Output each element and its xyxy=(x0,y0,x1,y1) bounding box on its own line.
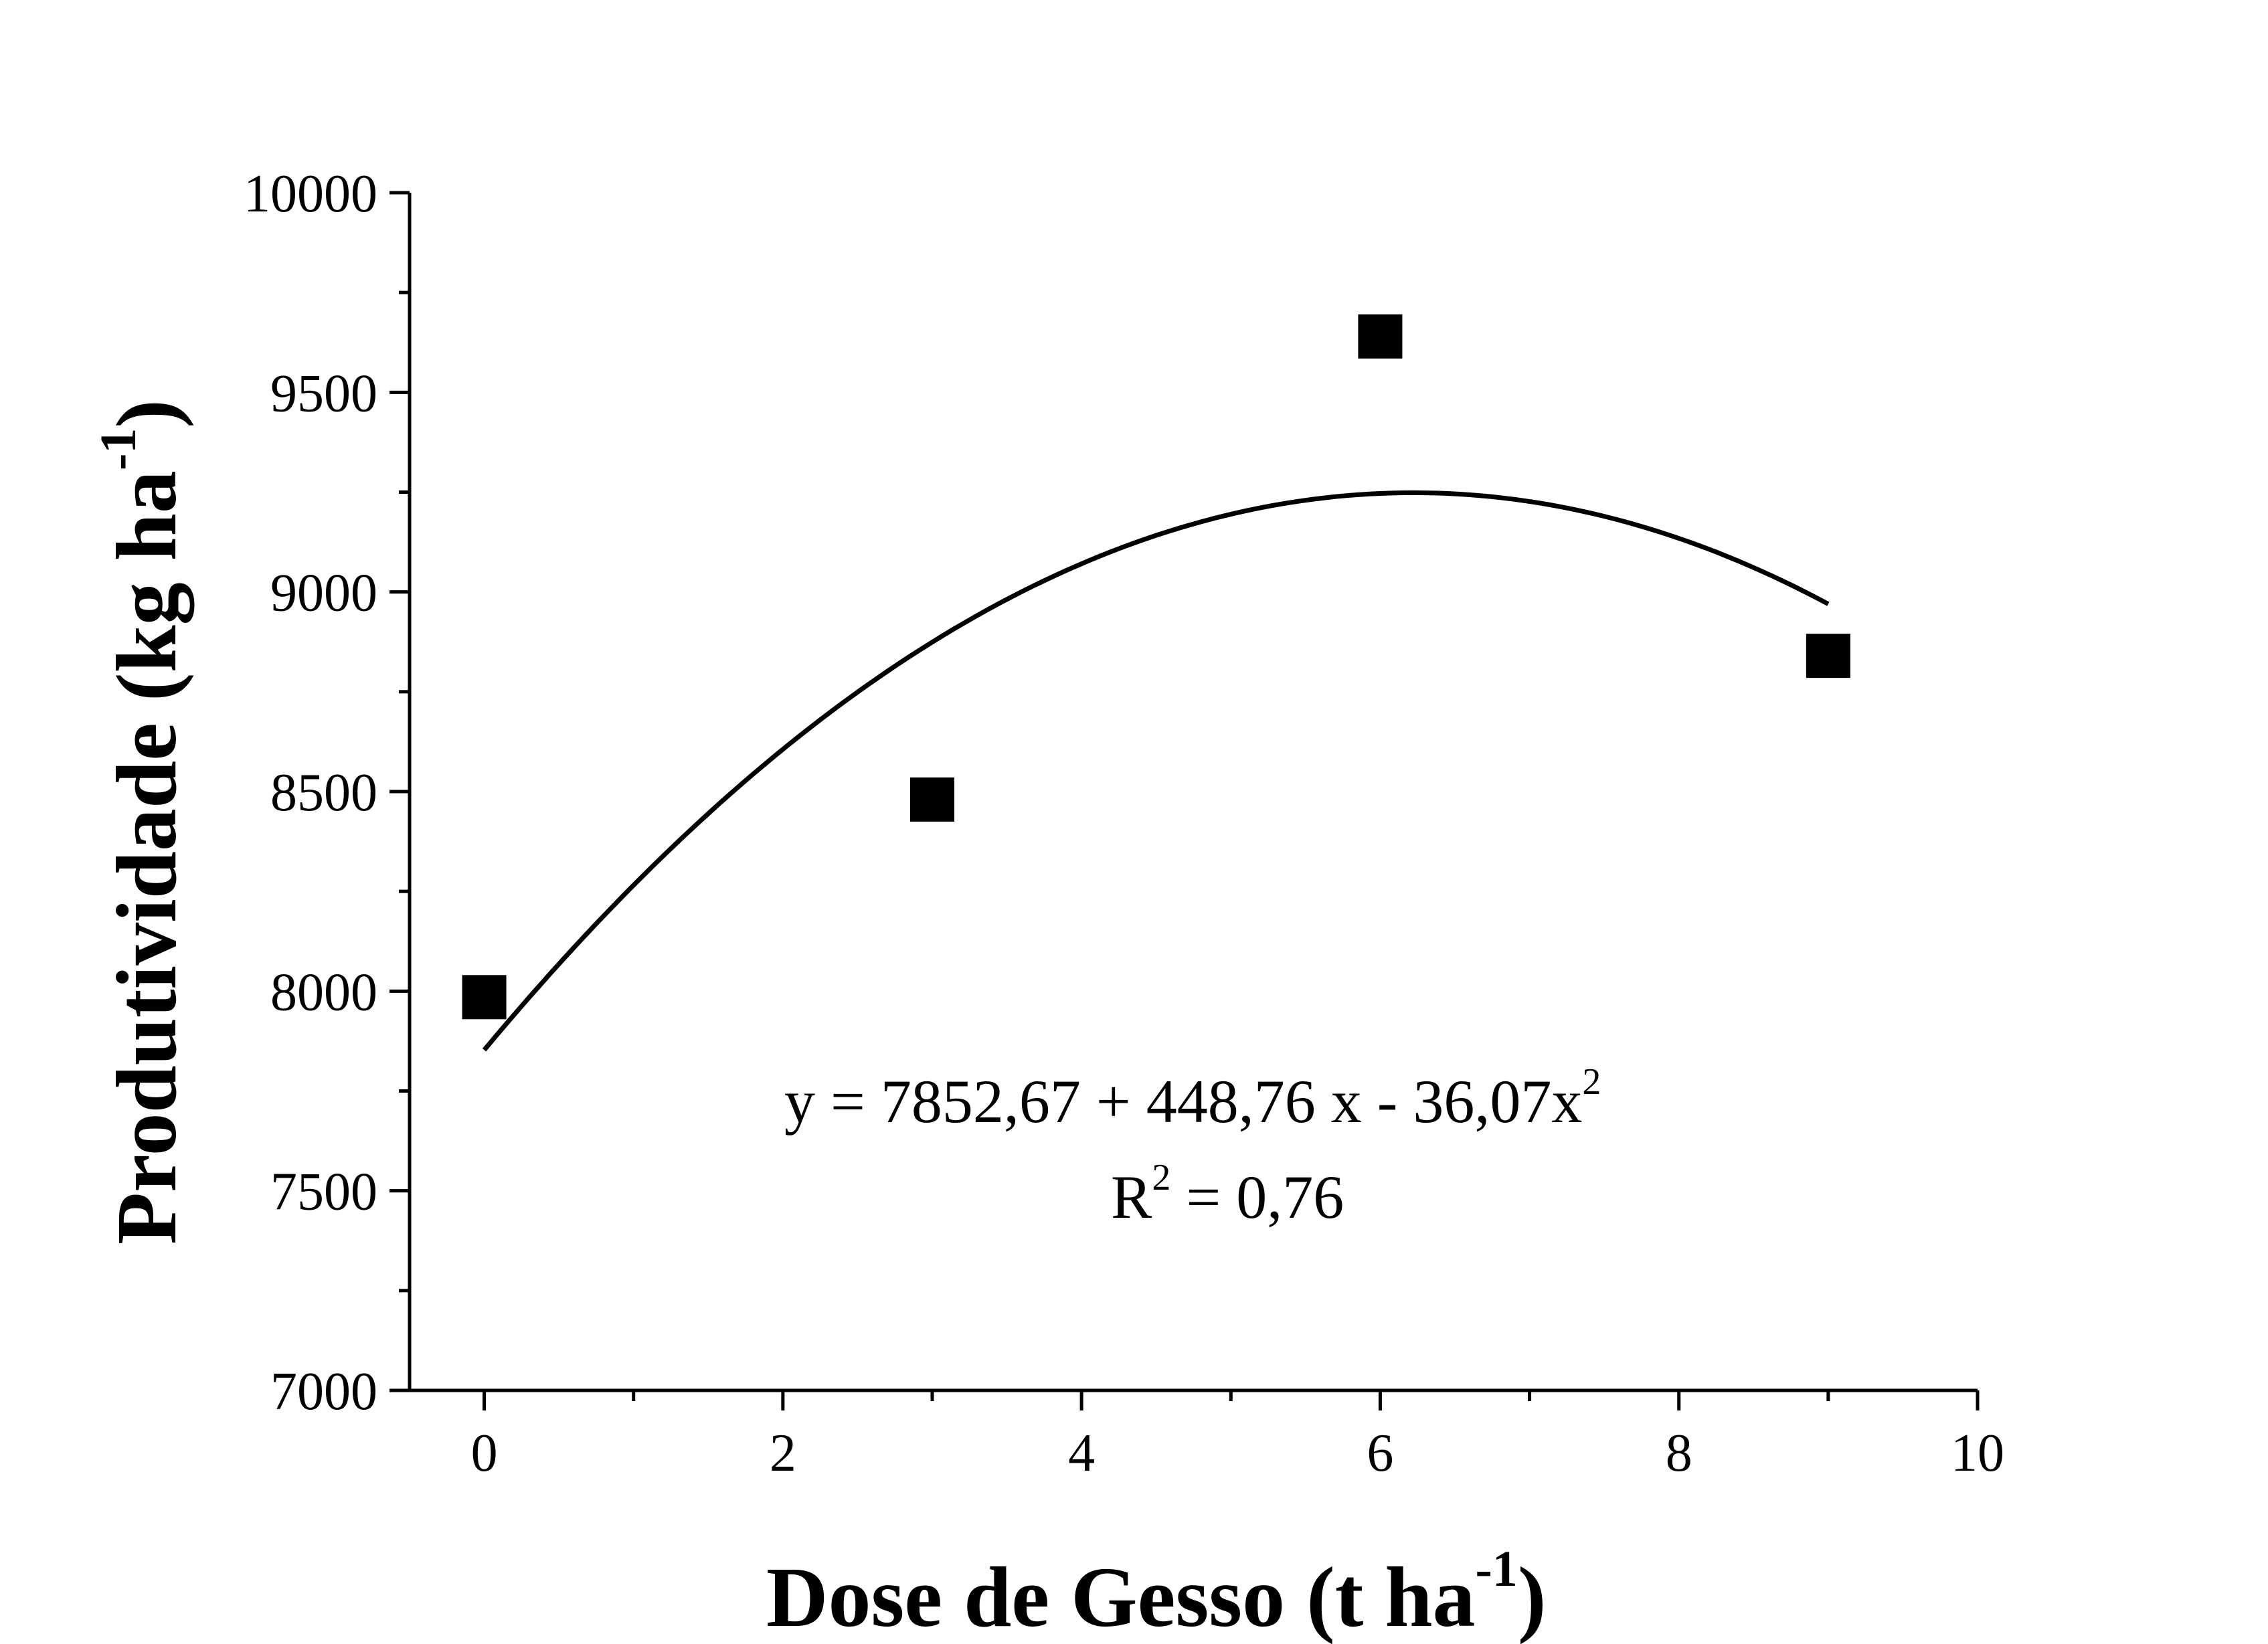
y-tick-label: 8500 xyxy=(270,763,377,822)
data-point xyxy=(1358,314,1403,359)
r2-annotation: R2 = 0,76 xyxy=(1111,1157,1344,1231)
x-axis-title-superscript: -1 xyxy=(1476,1541,1518,1597)
x-tick-label: 10 xyxy=(1951,1424,2004,1483)
equation-superscript: 2 xyxy=(1582,1061,1601,1103)
data-points xyxy=(462,314,1850,1020)
x-axis-title: Dose de Gesso (t ha-1) xyxy=(766,1541,1546,1644)
x-axis-title-close: ) xyxy=(1518,1550,1547,1644)
fit-curve xyxy=(482,490,1830,1052)
x-tick-label: 8 xyxy=(1666,1424,1692,1483)
y-axis-title: Produtividade (kg ha-1) xyxy=(90,399,194,1245)
y-tick-label: 7500 xyxy=(270,1163,377,1222)
equation-text: y = 7852,67 + 448,76 x - 36,07x xyxy=(784,1067,1582,1135)
y-tick-label: 9000 xyxy=(270,564,377,623)
x-tick-label: 2 xyxy=(770,1424,796,1483)
y-tick-label: 7000 xyxy=(270,1362,377,1421)
y-axis-title-superscript: -1 xyxy=(90,428,147,470)
x-tick-label: 6 xyxy=(1367,1424,1393,1483)
y-axis-title-close: ) xyxy=(99,399,194,428)
y-tick-label: 8000 xyxy=(270,963,377,1022)
data-point xyxy=(462,975,507,1020)
x-tick-label: 4 xyxy=(1068,1424,1095,1483)
x-axis-title-text: Dose de Gesso (t ha xyxy=(766,1550,1476,1644)
y-tick-label: 10000 xyxy=(244,165,377,223)
data-point xyxy=(910,777,954,822)
y-axis-title-text: Produtividade (kg ha xyxy=(99,470,194,1245)
r2-value: = 0,76 xyxy=(1170,1163,1344,1231)
data-point xyxy=(1806,634,1850,678)
r2-superscript: 2 xyxy=(1152,1157,1170,1198)
x-tick-label: 0 xyxy=(471,1424,498,1483)
y-tick-label: 9500 xyxy=(270,364,377,423)
r2-prefix: R xyxy=(1111,1163,1152,1231)
equation-annotation: y = 7852,67 + 448,76 x - 36,07x2 xyxy=(784,1061,1601,1135)
tick-labels: 0 2 4 6 8 10 7000 7500 8000 8500 9000 9500 10000 xyxy=(244,165,2004,1483)
ticks xyxy=(389,191,1980,1410)
